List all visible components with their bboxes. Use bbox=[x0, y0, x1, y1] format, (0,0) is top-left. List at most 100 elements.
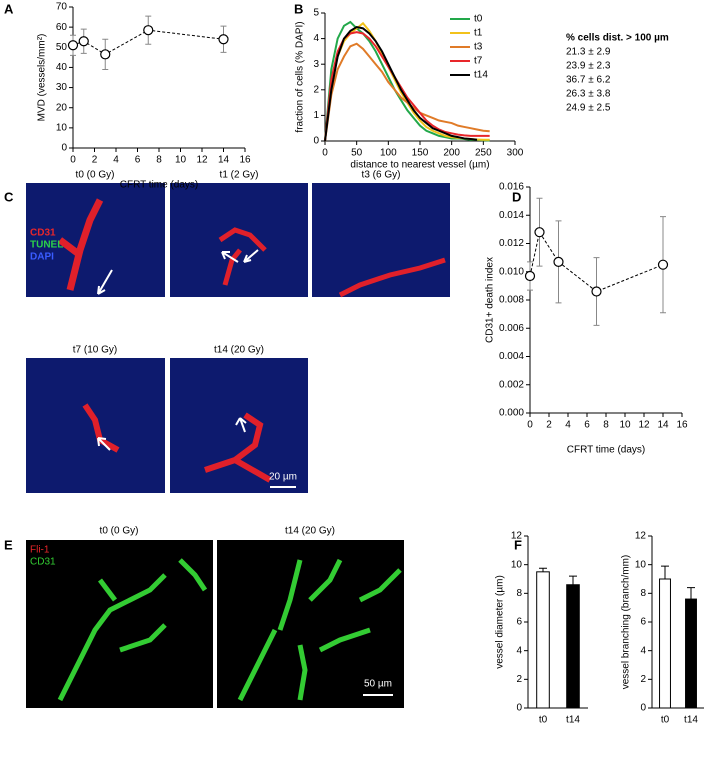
y-tick-label: 10 bbox=[511, 559, 523, 570]
x-tick-label: 4 bbox=[565, 420, 571, 431]
x-tick-label: 200 bbox=[443, 148, 460, 159]
data-point bbox=[553, 256, 564, 267]
annotation: 24.9 ± 2.5 bbox=[566, 103, 611, 114]
legend-label: t14 bbox=[474, 70, 488, 81]
y-tick-label: 8 bbox=[640, 588, 646, 599]
arrow bbox=[341, 297, 355, 311]
y-axis-label: vessel diameter (µm) bbox=[495, 575, 506, 669]
micrograph bbox=[170, 358, 308, 493]
error-bar bbox=[569, 575, 577, 585]
data-line bbox=[324, 21, 490, 142]
panel-letter: C bbox=[4, 189, 14, 204]
panel-letter: B bbox=[294, 1, 303, 16]
x-tick-label: t0 bbox=[539, 715, 548, 726]
bar bbox=[685, 598, 697, 709]
micrograph bbox=[26, 540, 213, 708]
x-tick-label: 50 bbox=[351, 148, 363, 159]
y-tick-label: 4 bbox=[640, 645, 646, 656]
vessel bbox=[82, 403, 120, 453]
annotation: 26.3 ± 3.8 bbox=[566, 89, 611, 100]
panel-letter: A bbox=[4, 1, 14, 16]
vessel bbox=[57, 558, 208, 702]
legend-label: t0 bbox=[474, 14, 483, 25]
data-point bbox=[100, 49, 111, 60]
stain-label: Fli-1 bbox=[30, 545, 50, 556]
error-bar bbox=[539, 567, 547, 572]
legend-label: t3 bbox=[474, 42, 483, 53]
annotation-title: % cells dist. > 100 µm bbox=[566, 33, 669, 44]
y-tick-label: 0 bbox=[640, 703, 646, 714]
image-label: t14 (20 Gy) bbox=[214, 345, 264, 356]
micrograph bbox=[170, 183, 308, 297]
vessel bbox=[57, 198, 104, 291]
annotation: 36.7 ± 6.2 bbox=[566, 75, 611, 86]
data-point bbox=[143, 25, 154, 36]
annotation: 23.9 ± 2.3 bbox=[566, 61, 611, 72]
x-tick-label: 10 bbox=[175, 155, 187, 166]
y-tick-label: 70 bbox=[56, 2, 68, 13]
x-tick-label: 6 bbox=[584, 420, 590, 431]
data-point bbox=[657, 259, 669, 270]
y-tick-label: 0.000 bbox=[499, 408, 524, 419]
panel-letter: F bbox=[514, 537, 522, 552]
y-axis-label: CD31+ death index bbox=[485, 257, 496, 343]
stain-label: TUNEL bbox=[30, 240, 63, 251]
x-axis-label: CFRT time (days) bbox=[120, 180, 199, 191]
vessel bbox=[237, 558, 402, 702]
y-tick-label: 12 bbox=[511, 531, 523, 542]
image-label: t7 (10 Gy) bbox=[73, 345, 117, 356]
x-tick-label: 6 bbox=[135, 155, 141, 166]
y-tick-label: 0.012 bbox=[499, 238, 524, 249]
x-tick-label: 12 bbox=[196, 155, 208, 166]
y-tick-label: 2 bbox=[313, 84, 319, 95]
micrograph-group: t0 (0 Gy) t14 (20 Gy) Fli-1 CD31 50 µm bbox=[26, 526, 404, 708]
x-tick-label: 0 bbox=[70, 155, 76, 166]
image-label: t3 (6 Gy) bbox=[362, 170, 401, 181]
data-point bbox=[534, 227, 545, 238]
data-line bbox=[324, 31, 490, 142]
arrow bbox=[221, 249, 259, 263]
legend-label: t7 bbox=[474, 56, 483, 67]
x-tick-label: 10 bbox=[619, 420, 631, 431]
image-label: t1 (2 Gy) bbox=[220, 170, 259, 181]
y-tick-label: 2 bbox=[640, 674, 646, 685]
y-tick-label: 0 bbox=[516, 703, 522, 714]
y-tick-label: 0.006 bbox=[499, 323, 524, 334]
y-tick-label: 4 bbox=[313, 33, 319, 44]
micrograph-group: t1 (2 Gy) t0 (0 Gy) t3 (6 Gy) t7 (10 Gy)… bbox=[26, 170, 450, 493]
bar bbox=[659, 578, 671, 709]
x-axis-label: distance to nearest vessel (µm) bbox=[350, 160, 489, 171]
y-tick-label: 3 bbox=[313, 59, 319, 70]
vessel bbox=[338, 257, 446, 298]
x-axis-label: CFRT time (days) bbox=[567, 445, 646, 456]
bar bbox=[536, 571, 550, 709]
y-tick-label: 60 bbox=[56, 22, 68, 33]
y-tick-label: 1 bbox=[313, 110, 319, 121]
y-axis-label: vessel branching (branch/mm) bbox=[621, 555, 632, 690]
panel-letter: D bbox=[512, 189, 521, 204]
stain-label: DAPI bbox=[30, 252, 54, 263]
y-axis-label: fraction of cells (% DAPI) bbox=[295, 21, 306, 132]
y-tick-label: 10 bbox=[635, 559, 647, 570]
x-tick-label: 8 bbox=[156, 155, 162, 166]
vessel bbox=[218, 227, 267, 286]
y-tick-label: 50 bbox=[56, 42, 68, 53]
image-label: t0 (0 Gy) bbox=[100, 526, 139, 537]
data-point bbox=[218, 34, 229, 45]
y-tick-label: 0.002 bbox=[499, 379, 524, 390]
y-tick-label: 10 bbox=[56, 122, 68, 133]
x-tick-label: t14 bbox=[566, 715, 580, 726]
x-tick-label: t14 bbox=[684, 715, 698, 726]
stain-label: CD31 bbox=[30, 557, 56, 568]
x-tick-label: 250 bbox=[475, 148, 492, 159]
y-tick-label: 0 bbox=[61, 143, 67, 154]
data-point bbox=[524, 270, 536, 282]
x-tick-label: 14 bbox=[218, 155, 230, 166]
data-line bbox=[324, 20, 490, 142]
y-tick-label: 6 bbox=[516, 617, 522, 628]
x-tick-label: 150 bbox=[412, 148, 429, 159]
y-tick-label: 8 bbox=[516, 588, 522, 599]
x-tick-label: 14 bbox=[657, 420, 669, 431]
x-tick-label: 12 bbox=[638, 420, 650, 431]
